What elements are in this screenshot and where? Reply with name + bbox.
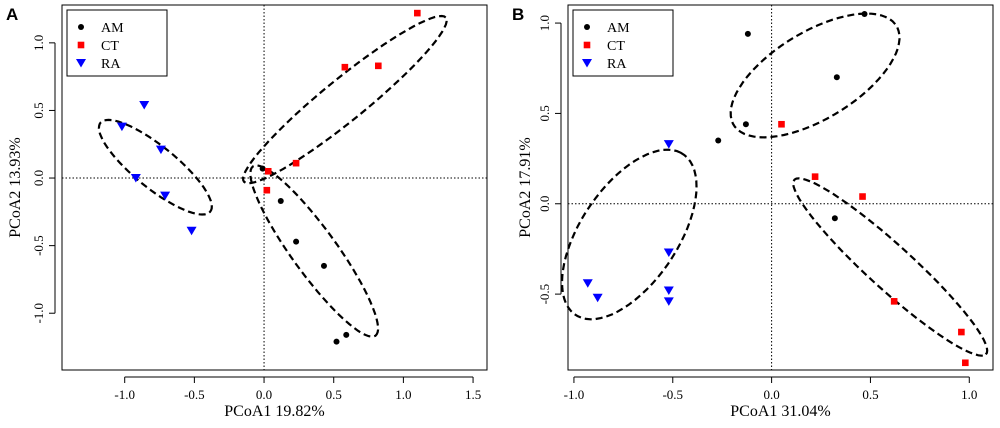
point-ra (663, 297, 674, 306)
chart-panel-a: A -1.0 -0.5 0.0 0.5 1.0 1.5 PCoA1 19.82% -1.0 -0.… (6, 4, 488, 420)
point-ct (778, 120, 785, 128)
legend-marker-ra (76, 59, 86, 68)
x-tick-label: 0.5 (326, 387, 342, 402)
legend-label: AM (607, 21, 630, 36)
point-am (333, 338, 340, 345)
legend-marker-am (78, 24, 84, 30)
legend-label: CT (101, 39, 119, 54)
legend-label: RA (607, 57, 627, 72)
x-tick-label: 1.0 (961, 387, 977, 402)
point-ct (375, 62, 382, 70)
point-ra (130, 174, 141, 183)
y-tick-label: -0.5 (31, 235, 46, 256)
point-am (293, 238, 300, 245)
point-am (831, 215, 838, 222)
y-tick-label: 0.5 (31, 102, 46, 118)
point-am (742, 121, 749, 128)
x-axis-title: PCoA1 31.04% (730, 403, 830, 420)
point-am (833, 74, 840, 81)
plot-frame (61, 4, 488, 371)
x-axis-title: PCoA1 19.82% (224, 403, 324, 420)
y-axis-title: PCoA2 17.91% (517, 137, 534, 237)
x-tick-label: 1.5 (465, 387, 481, 402)
point-ra (592, 293, 603, 303)
legend: AM CT RA (66, 9, 168, 77)
legend-label: CT (607, 39, 625, 54)
point-am (259, 165, 266, 172)
ellipse-am (729, 12, 901, 139)
legend-label: RA (101, 57, 121, 72)
x-tick-label: 1.0 (395, 387, 411, 402)
point-ct (414, 9, 421, 17)
legend: AM CT RA (572, 9, 674, 77)
panel-label: A (6, 5, 18, 24)
point-am (277, 198, 284, 205)
ellipse-am (249, 164, 380, 338)
point-ct (859, 193, 866, 200)
point-ra (116, 122, 127, 132)
legend-marker-ct (583, 41, 591, 49)
legend-marker-ra (582, 59, 592, 68)
x-tick-label: -0.5 (662, 387, 683, 402)
x-tick-label: -0.5 (184, 387, 205, 402)
point-am (343, 331, 350, 338)
plot-frame (567, 4, 994, 371)
y-tick-label: 1.0 (537, 15, 552, 31)
point-am (715, 137, 722, 144)
point-am (320, 262, 327, 269)
chart-panel-b: B -1.0 -0.5 0.0 0.5 1.0 PCoA1 31.04% -0.5 0.0 0.5… (512, 4, 994, 420)
y-tick-label: 1.0 (31, 35, 46, 51)
point-ra (139, 101, 150, 110)
point-ra (155, 145, 166, 155)
y-tick-label: -1.0 (31, 303, 46, 324)
y-tick-label: -0.5 (537, 284, 552, 305)
legend-marker-ct (77, 41, 85, 49)
point-ct (811, 173, 819, 180)
point-ct (263, 186, 271, 194)
point-ra (582, 279, 593, 288)
ellipse-ra (97, 118, 213, 216)
point-ra (663, 286, 674, 295)
y-tick-label: 0.0 (537, 196, 552, 212)
point-ct (958, 328, 965, 336)
point-ra (663, 140, 674, 149)
x-tick-label: 0.5 (862, 387, 878, 402)
ellipse-ra (560, 148, 698, 321)
legend-marker-am (584, 24, 590, 30)
point-ra (160, 191, 171, 201)
ellipse-ct (241, 14, 448, 185)
point-ct (292, 159, 300, 167)
point-am (744, 30, 751, 37)
legend-label: AM (101, 21, 124, 36)
point-ra (663, 248, 674, 258)
ellipse-ct (792, 177, 989, 357)
y-axis-title: PCoA2 13.93% (7, 137, 24, 237)
point-ra (186, 226, 197, 236)
point-ct (341, 63, 349, 71)
x-tick-label: 0.0 (763, 387, 779, 402)
y-tick-label: 0.5 (537, 105, 552, 121)
point-ct (264, 167, 272, 175)
y-tick-label: 0.0 (31, 170, 46, 186)
x-tick-label: -1.0 (114, 387, 135, 402)
x-tick-label: 0.0 (256, 387, 272, 402)
point-am (861, 11, 868, 18)
x-tick-label: -1.0 (564, 387, 585, 402)
point-ct (890, 298, 898, 305)
point-ct (962, 359, 969, 367)
panel-label: B (512, 5, 524, 24)
